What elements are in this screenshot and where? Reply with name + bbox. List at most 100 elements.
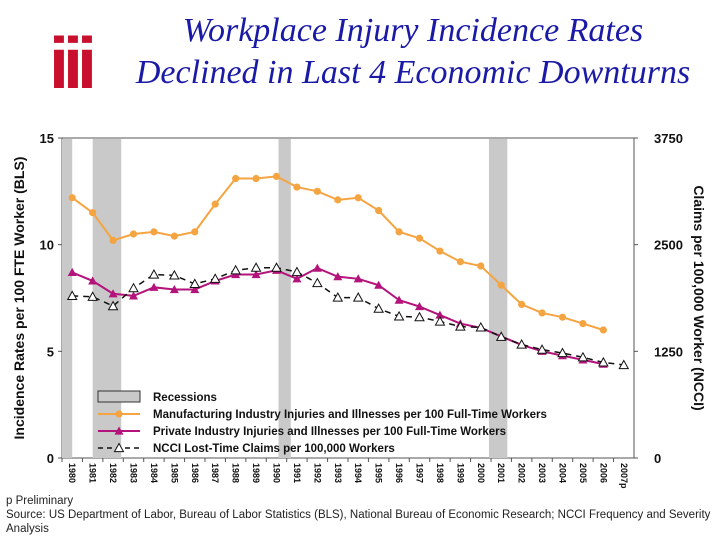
series-0-point: [456, 258, 464, 266]
x-tick-label: 1990: [272, 463, 282, 483]
series-2-point: [66, 290, 78, 300]
x-tick-label: 1999: [455, 463, 465, 483]
x-tick-label: 1988: [231, 463, 241, 483]
series-2-point: [618, 359, 630, 370]
series-0-point: [211, 200, 219, 208]
recession-band-0: [62, 139, 73, 458]
x-tick-label: 1987: [210, 463, 220, 483]
iii-logo: iii: [49, 34, 98, 92]
legend-label-0: Manufacturing Industry Injuries and Illn…: [153, 409, 547, 421]
y-left-tick-label: 0: [47, 451, 54, 466]
y-left-tick-label: 15: [40, 131, 54, 146]
series-1-point: [415, 302, 424, 311]
x-tick-label: 2005: [578, 463, 588, 483]
series-2-point: [393, 310, 405, 321]
legend-label-recessions: Recessions: [153, 392, 217, 404]
series-0-point: [68, 194, 76, 202]
series-2-point: [291, 266, 303, 277]
series-line-2: [72, 266, 624, 366]
series-2-point: [495, 331, 507, 341]
series-0-point: [354, 194, 362, 202]
legend-label-2: NCCI Lost-Time Claims per 100,000 Worker…: [153, 443, 395, 455]
series-1-point: [169, 284, 179, 294]
page-title: Workplace Injury Incidence Rates Decline…: [108, 10, 718, 94]
series-0-point: [334, 196, 342, 204]
y-right-tick-label: 1250: [654, 344, 683, 359]
y-left-tick-label: 10: [40, 238, 54, 253]
series-0-point: [599, 326, 607, 334]
series-2-point: [128, 282, 139, 293]
y-right-tick-label: 3750: [654, 131, 683, 146]
y-right-tick-label: 2500: [654, 238, 683, 253]
series-0-point: [129, 230, 138, 238]
series-2-point: [209, 273, 221, 283]
series-0-point: [375, 206, 383, 215]
series-1-point: [251, 270, 261, 279]
x-tick-label: 2004: [558, 463, 568, 483]
series-0-point: [313, 187, 321, 195]
series-0-point: [293, 183, 301, 191]
x-tick-label: 2000: [476, 463, 486, 483]
x-tick-label: 1983: [129, 463, 139, 483]
series-1-point: [394, 295, 404, 304]
series-0-point: [191, 228, 199, 236]
x-tick-label: 2003: [537, 463, 547, 483]
series-2-point: [87, 291, 98, 301]
x-tick-label: 1997: [415, 463, 425, 483]
series-2-point: [189, 278, 201, 289]
x-tick-label: 1994: [353, 463, 363, 483]
series-0-point: [395, 228, 403, 236]
y-axis-label-left: Incidence Rates per 100 FTE Worker (BLS): [11, 157, 27, 440]
series-0-point: [579, 320, 587, 328]
recession-band-2: [278, 139, 291, 458]
series-2-point: [373, 303, 384, 313]
series-0-point: [252, 174, 260, 183]
series-1-point: [353, 274, 363, 283]
series-1-point: [190, 284, 200, 294]
series-2-point: [271, 262, 282, 272]
series-1-point: [435, 310, 445, 319]
series-2-point: [414, 311, 425, 322]
x-tick-label: 1992: [312, 463, 322, 483]
series-2-point: [434, 315, 446, 326]
legend-swatch-marker-2: [113, 442, 125, 453]
series-2-point: [352, 292, 364, 302]
series-2-point: [312, 277, 323, 288]
x-tick-label: 1991: [292, 463, 302, 483]
series-2-point: [250, 262, 262, 272]
series-0-point: [558, 313, 567, 321]
x-tick-label: 2002: [517, 463, 527, 483]
series-2-point: [169, 269, 180, 280]
series-1-point: [67, 267, 77, 276]
legend-label-1: Private Industry Injuries and Illnesses …: [153, 426, 506, 438]
series-0-point: [477, 262, 485, 270]
series-1-point: [129, 291, 138, 300]
series-0-point: [150, 228, 158, 236]
x-tick-label: 1982: [108, 463, 118, 483]
source-note: Source: US Department of Labor, Bureau o…: [6, 509, 711, 535]
series-0-point: [518, 300, 526, 308]
series-2-point: [516, 338, 527, 349]
x-tick-label: 1996: [394, 463, 404, 483]
y-left-tick-label: 5: [47, 344, 54, 359]
injury-rates-chart: 0 5 10 15 0 1250 2500 3750 1980 1981 1982 1983 1984 1…: [11, 131, 707, 489]
legend-swatch-recessions: [97, 390, 141, 403]
series-0-point: [272, 172, 281, 180]
series-2-point: [557, 347, 568, 358]
legend-swatch-marker-0: [115, 410, 123, 418]
x-tick-label: 1981: [88, 463, 98, 483]
series-2-point: [107, 300, 119, 311]
series-0-point: [109, 236, 117, 244]
series-1-point: [333, 272, 343, 281]
series-2-point: [475, 321, 487, 332]
x-tick-label: 1980: [67, 463, 77, 483]
series-2-point: [332, 292, 344, 302]
series-2-point: [148, 269, 160, 279]
x-tick-label: 1993: [333, 463, 343, 483]
series-2-point: [455, 321, 466, 331]
series-0-point: [89, 209, 97, 217]
x-tick-label: 1998: [435, 463, 445, 483]
x-tick-label: 1995: [374, 463, 384, 483]
series-1-point: [312, 263, 322, 272]
series-0-point: [232, 174, 240, 183]
